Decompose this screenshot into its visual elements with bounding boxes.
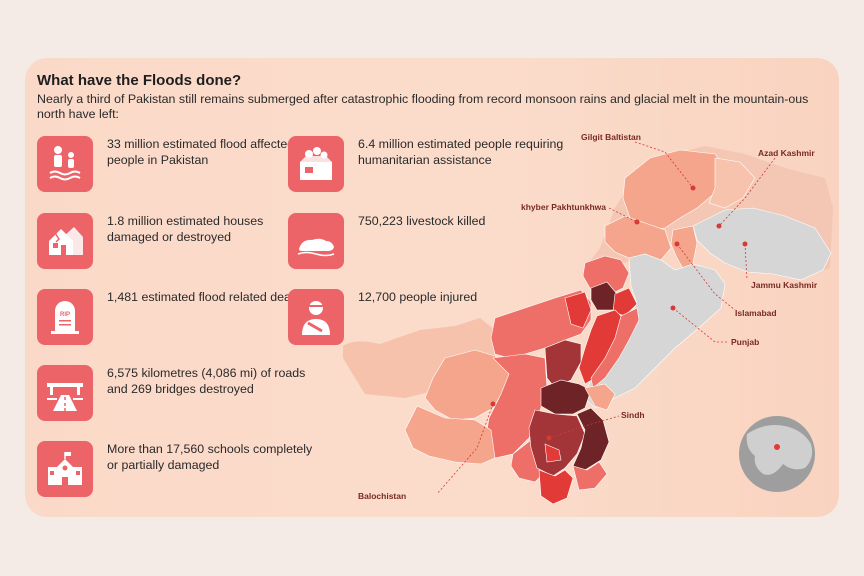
- stat-text: 12,700 people injured: [358, 290, 478, 304]
- stat-text: 1.8 million estimated houses damaged or …: [107, 214, 264, 244]
- label-balochistan: Balochistan: [358, 401, 496, 501]
- family-flood-icon: [49, 146, 81, 181]
- svg-text:khyber Pakhtunkhwa: khyber Pakhtunkhwa: [521, 202, 606, 212]
- label-jammu-kashmir: Jammu Kashmir: [742, 241, 818, 290]
- damaged-house-icon: [49, 227, 83, 255]
- map-region-balochistan-west: [424, 349, 512, 421]
- page-subtitle: Nearly a third of Pakistan still remains…: [37, 92, 809, 121]
- map-region-balochistan-south: [404, 405, 496, 465]
- surrounding-land-west: [343, 318, 495, 398]
- stat-tile: [37, 365, 93, 421]
- label-islamabad: Islamabad: [674, 241, 777, 318]
- stat-text: 33 million estimated flood affected peop…: [107, 137, 295, 167]
- map-region-kpk-mid: [582, 255, 630, 297]
- map-region-gilgit-east: [708, 157, 756, 209]
- svg-text:RIP: RIP: [60, 312, 70, 318]
- aid-box-icon: [300, 147, 332, 180]
- map-region-balochistan-northeast: [564, 291, 592, 329]
- globe-highlight: [774, 444, 780, 450]
- livestock-icon: [297, 238, 335, 257]
- map-region-sindh-central: [528, 409, 586, 477]
- stat-text: More than 17,560 schools completely or p…: [107, 442, 313, 472]
- stat-tile: [288, 213, 344, 269]
- map-region-balochistan-east: [544, 339, 582, 389]
- svg-text:Azad Kashmir: Azad Kashmir: [758, 148, 815, 158]
- svg-text:Gilgit Baltistan: Gilgit Baltistan: [581, 132, 641, 142]
- stat-tile: [37, 213, 93, 269]
- stat-text: 6.4 million estimated people requiring h…: [358, 137, 564, 167]
- map-region-jammu-kashmir: [692, 207, 832, 281]
- rip-tombstone-icon: RIP: [51, 301, 79, 334]
- stat-tile: RIP: [37, 289, 93, 345]
- stat-text: 6,575 kilometres (4,086 mi) of roads and…: [107, 366, 306, 396]
- map-region-punjab-strip-light: [590, 307, 640, 389]
- stat-tile: [288, 136, 344, 192]
- label-kpk: khyber Pakhtunkhwa: [521, 202, 640, 225]
- page-title: What have the Floods done?: [37, 72, 242, 89]
- svg-text:Sindh: Sindh: [621, 410, 645, 420]
- svg-text:Jammu Kashmir: Jammu Kashmir: [751, 280, 818, 290]
- school-icon: [48, 452, 82, 485]
- stat-tile: [37, 136, 93, 192]
- label-punjab: Punjab: [670, 305, 759, 347]
- svg-text:Islamabad: Islamabad: [735, 308, 777, 318]
- map-region-sindh-south: [538, 469, 574, 505]
- globe-landmass: [746, 425, 813, 475]
- svg-text:Balochistan: Balochistan: [358, 491, 406, 501]
- label-sindh: Sindh: [546, 410, 645, 441]
- label-azad-kashmir: Azad Kashmir: [716, 148, 815, 229]
- map-region-sindh-east: [572, 407, 610, 471]
- pakistan-flood-map: Gilgit Baltistan Azad Kashmir khyber Pak…: [343, 132, 833, 505]
- svg-text:Punjab: Punjab: [731, 337, 759, 347]
- label-gilgit: Gilgit Baltistan: [581, 132, 696, 191]
- map-region-sindh-north: [540, 379, 592, 415]
- road-bridge-icon: [47, 383, 83, 411]
- map-region-sindh-karachi: [544, 443, 562, 463]
- stat-text: 750,223 livestock killed: [358, 214, 486, 228]
- stat-tile: [37, 441, 93, 497]
- stat-text: 1,481 estimated flood related deaths: [107, 290, 308, 304]
- map-region-kpk-south: [612, 287, 638, 317]
- stat-tile: [288, 289, 344, 345]
- map-region-sindh-southeast: [572, 461, 608, 491]
- infographic-card: What have the Floods done? Nearly a thir…: [25, 58, 839, 517]
- map-region-sindh-light: [584, 383, 616, 411]
- map-region-balochistan-north: [490, 289, 592, 359]
- injured-person-icon: [302, 301, 330, 335]
